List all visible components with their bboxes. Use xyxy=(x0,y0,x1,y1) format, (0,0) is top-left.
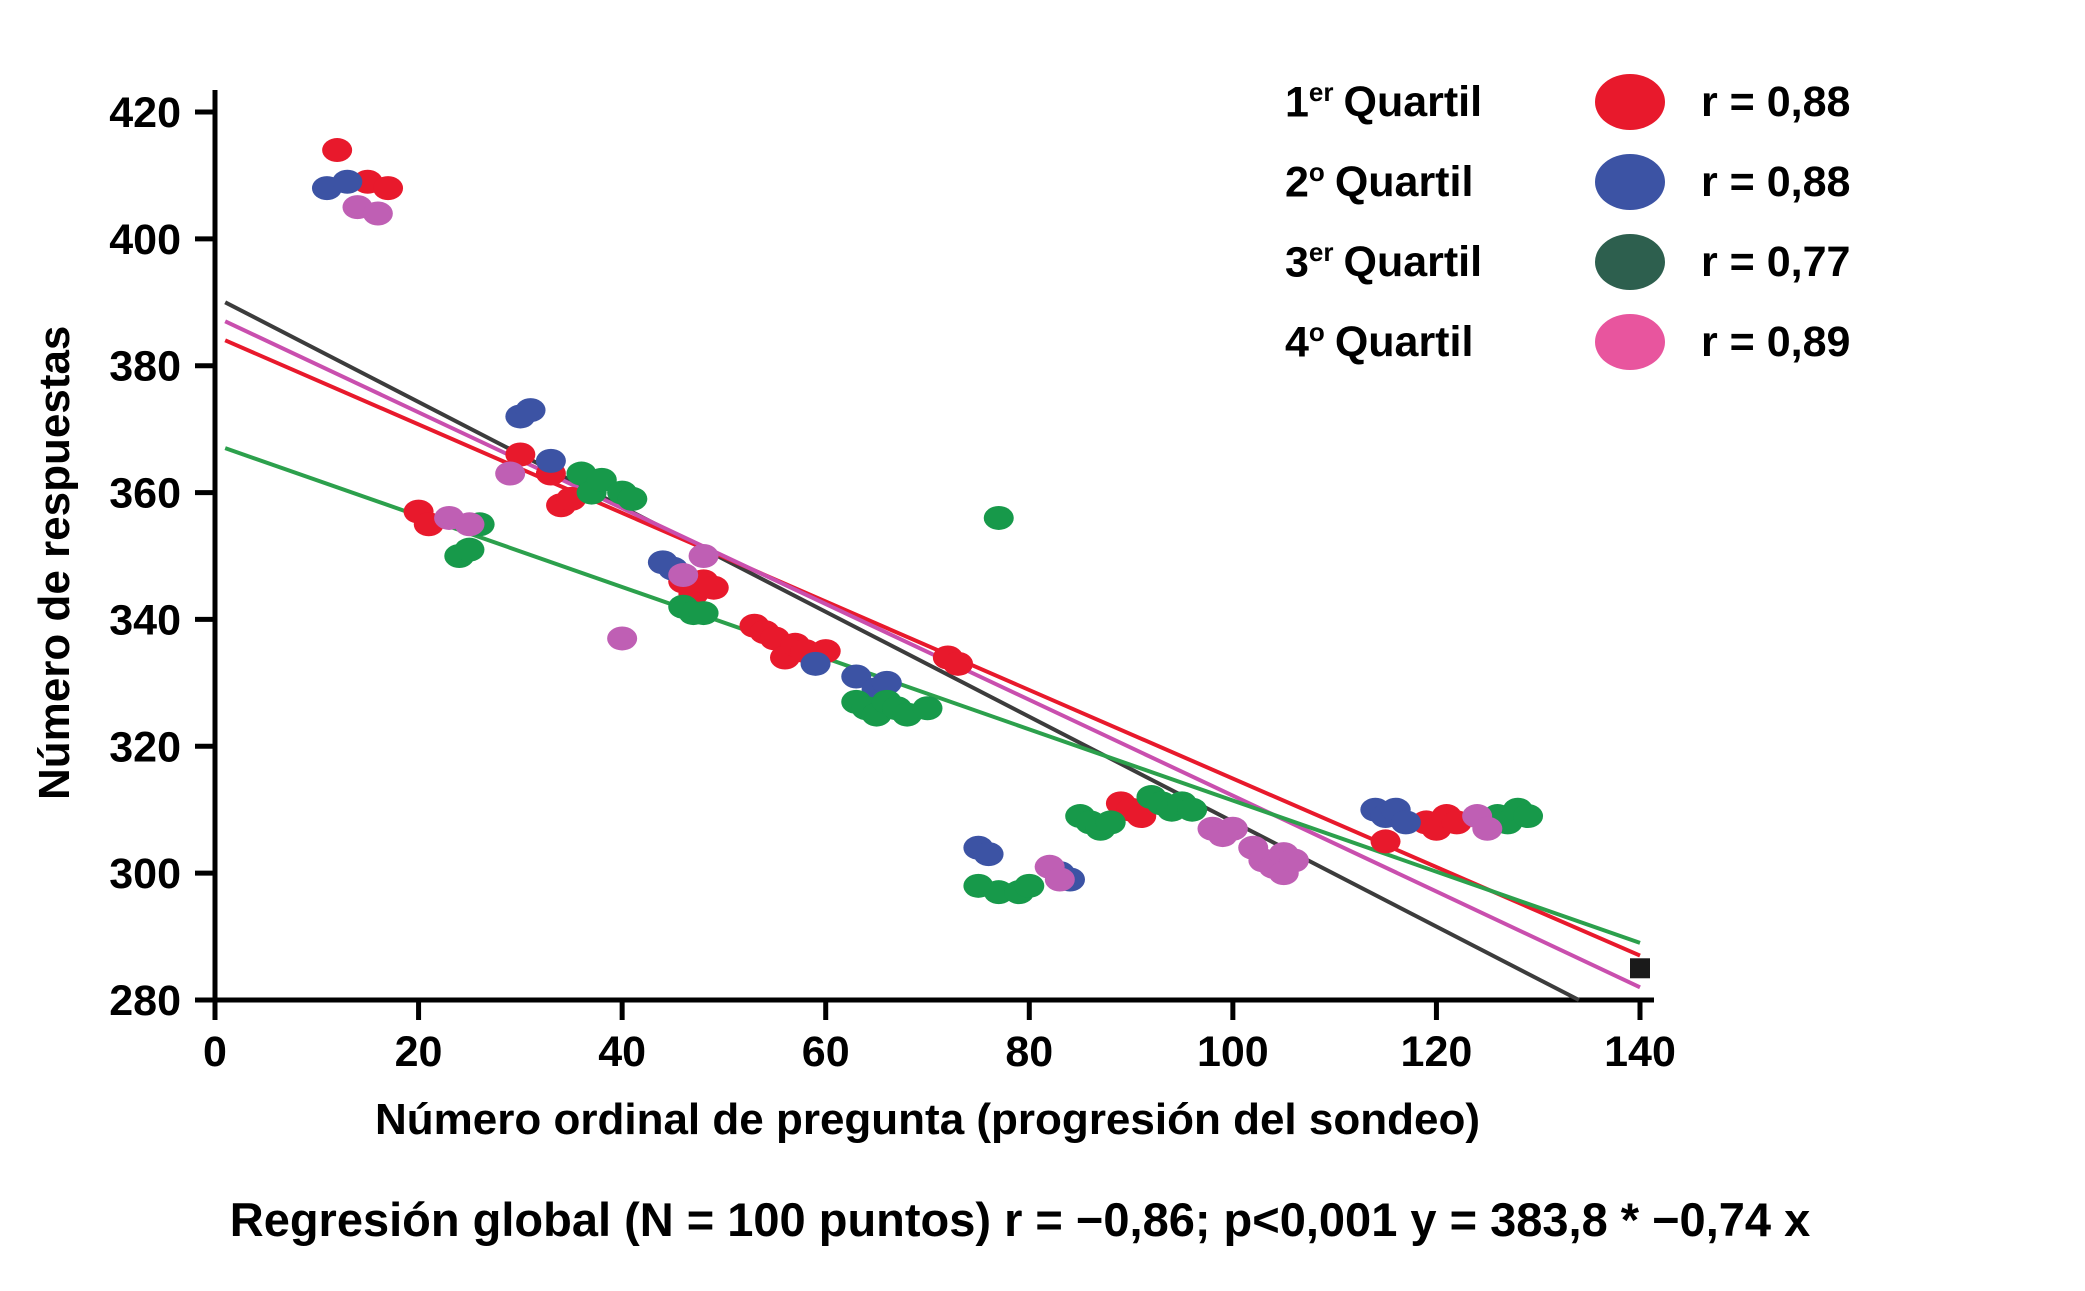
data-point xyxy=(973,842,1004,867)
global-regression-caption: Regresión global (N = 100 puntos) r = −0… xyxy=(229,1193,1811,1246)
y-tick-label: 380 xyxy=(109,343,181,391)
y-tick-label: 400 xyxy=(109,216,181,264)
regression-line-quartil-1 xyxy=(224,338,1641,958)
x-tick-label: 60 xyxy=(802,1028,850,1076)
x-axis-title: Número ordinal de pregunta (progresión d… xyxy=(375,1095,1480,1144)
legend-swatch-blue xyxy=(1595,154,1665,210)
legend-swatch-red xyxy=(1595,74,1665,130)
x-tick-label: 120 xyxy=(1401,1028,1473,1076)
data-point xyxy=(373,176,404,201)
x-tick-label: 80 xyxy=(1005,1028,1053,1076)
data-point xyxy=(688,601,719,626)
data-point xyxy=(505,442,536,467)
data-point xyxy=(943,651,974,676)
data-point xyxy=(1217,816,1248,841)
legend-r-value: r = 0,89 xyxy=(1701,317,1851,366)
x-tick-label: 100 xyxy=(1197,1028,1269,1076)
legend-item-quartil-4: 4o Quartil r = 0,89 xyxy=(1285,302,1925,382)
data-point xyxy=(698,575,729,600)
regression-line-global xyxy=(224,300,1580,1002)
y-axis-title: Número de respuestas xyxy=(30,325,79,800)
y-tick-label: 360 xyxy=(109,470,181,518)
data-point xyxy=(800,651,831,676)
legend-item-quartil-1: 1er Quartil r = 0,88 xyxy=(1285,62,1925,142)
data-point xyxy=(1177,797,1208,822)
legend-r-value: r = 0,88 xyxy=(1701,157,1851,206)
data-point xyxy=(362,201,393,226)
y-tick-label: 300 xyxy=(109,850,181,898)
data-point xyxy=(1095,810,1126,835)
data-point xyxy=(1472,816,1503,841)
data-point-square xyxy=(1630,958,1650,979)
data-point xyxy=(617,486,648,511)
x-tick-label: 140 xyxy=(1604,1028,1676,1076)
data-point xyxy=(607,626,638,651)
data-point xyxy=(668,563,699,588)
data-point xyxy=(1370,829,1401,854)
legend-swatch-pink xyxy=(1595,314,1665,370)
data-point xyxy=(322,138,353,163)
y-tick-label: 320 xyxy=(109,723,181,771)
data-point xyxy=(454,537,485,562)
legend-label: 1er Quartil xyxy=(1285,76,1483,127)
data-point xyxy=(912,696,943,721)
legend-label: 4o Quartil xyxy=(1285,316,1474,367)
x-tick-label: 20 xyxy=(395,1028,443,1076)
data-point xyxy=(688,544,719,568)
legend-label: 3er Quartil xyxy=(1285,236,1483,287)
legend-swatch-darkgreen xyxy=(1595,234,1665,290)
data-point xyxy=(1044,867,1075,892)
legend: 1er Quartil r = 0,88 2o Quartil r = 0,88 3… xyxy=(1285,62,1925,382)
data-point xyxy=(1513,804,1544,829)
y-tick-label: 280 xyxy=(109,977,181,1025)
data-point xyxy=(983,505,1014,530)
x-tick-label: 0 xyxy=(203,1028,227,1076)
data-point xyxy=(841,664,872,689)
data-point xyxy=(535,448,566,473)
data-point xyxy=(1390,810,1421,835)
legend-item-quartil-2: 2o Quartil r = 0,88 xyxy=(1285,142,1925,222)
data-point xyxy=(515,398,546,423)
regression-line-quartil-4 xyxy=(224,319,1641,990)
legend-r-value: r = 0,88 xyxy=(1701,77,1851,126)
x-tick-label: 40 xyxy=(598,1028,646,1076)
legend-item-quartil-3: 3er Quartil r = 0,77 xyxy=(1285,222,1925,302)
data-point xyxy=(454,512,485,537)
data-point xyxy=(1014,873,1045,898)
y-tick-label: 420 xyxy=(109,89,181,137)
data-point xyxy=(495,461,526,486)
data-point xyxy=(1126,804,1157,829)
data-point xyxy=(871,670,902,695)
legend-r-value: r = 0,77 xyxy=(1701,237,1851,286)
y-tick-label: 340 xyxy=(109,596,181,644)
data-point xyxy=(1278,848,1309,873)
data-point xyxy=(586,467,617,492)
legend-label: 2o Quartil xyxy=(1285,156,1474,207)
data-point xyxy=(332,169,363,194)
